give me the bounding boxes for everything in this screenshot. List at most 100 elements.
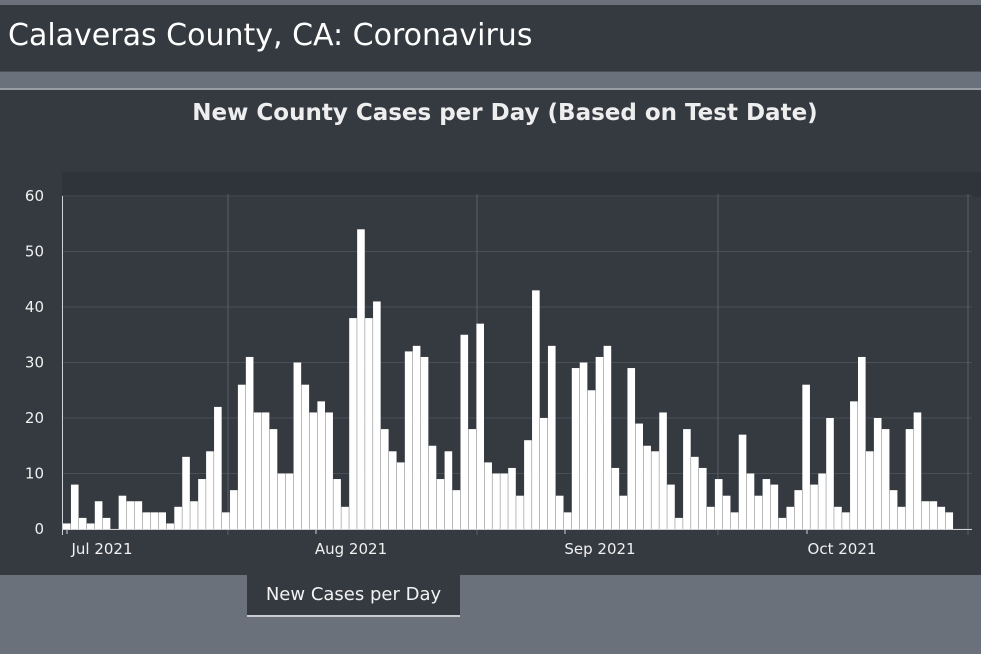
bar[interactable] — [587, 390, 596, 529]
bar[interactable] — [555, 495, 564, 529]
bar[interactable] — [333, 479, 341, 529]
bar[interactable] — [420, 356, 429, 529]
bar[interactable] — [547, 345, 556, 529]
bar[interactable] — [404, 351, 413, 529]
bar[interactable] — [86, 523, 95, 529]
bar[interactable] — [63, 523, 71, 529]
bar[interactable] — [452, 490, 461, 529]
bar[interactable] — [651, 451, 659, 529]
bar[interactable] — [484, 462, 492, 529]
bar[interactable] — [929, 501, 938, 529]
bar[interactable] — [611, 467, 620, 529]
bar[interactable] — [150, 512, 159, 529]
bar[interactable] — [229, 490, 238, 529]
bar[interactable] — [277, 473, 286, 530]
bar[interactable] — [428, 445, 437, 529]
bar[interactable] — [436, 479, 445, 529]
bar[interactable] — [516, 495, 524, 529]
bar[interactable] — [738, 434, 747, 529]
bar[interactable] — [818, 473, 826, 530]
bar[interactable] — [858, 356, 866, 529]
bar[interactable] — [412, 345, 421, 529]
bar[interactable] — [492, 473, 500, 530]
bar[interactable] — [842, 512, 850, 529]
bar[interactable] — [659, 412, 667, 529]
bar[interactable] — [341, 506, 349, 529]
bar[interactable] — [635, 423, 643, 529]
bar[interactable] — [627, 368, 636, 529]
bar[interactable] — [237, 384, 246, 529]
bar[interactable] — [142, 512, 151, 529]
bar[interactable] — [245, 356, 254, 529]
bar[interactable] — [78, 517, 87, 529]
bar[interactable] — [770, 484, 779, 529]
bar[interactable] — [786, 506, 795, 529]
bar[interactable] — [317, 401, 325, 529]
bar[interactable] — [444, 451, 453, 529]
bar[interactable] — [381, 429, 389, 529]
bar[interactable] — [571, 368, 580, 529]
bar[interactable] — [683, 429, 691, 529]
bar[interactable] — [881, 429, 890, 529]
bar[interactable] — [691, 456, 699, 529]
bar[interactable] — [921, 501, 930, 529]
bar[interactable] — [396, 462, 405, 529]
bar[interactable] — [850, 401, 858, 529]
bar[interactable] — [579, 362, 588, 530]
bar[interactable] — [722, 495, 731, 529]
bar[interactable] — [873, 418, 882, 529]
bar[interactable] — [476, 323, 484, 529]
bar[interactable] — [325, 412, 333, 529]
bar[interactable] — [532, 290, 540, 529]
bar[interactable] — [253, 412, 262, 529]
bar[interactable] — [563, 512, 572, 529]
bar[interactable] — [810, 484, 818, 529]
bar[interactable] — [508, 467, 516, 529]
bar[interactable] — [301, 384, 310, 529]
bar[interactable] — [285, 473, 294, 530]
bar[interactable] — [309, 412, 318, 529]
bar[interactable] — [826, 418, 834, 529]
bar[interactable] — [158, 512, 166, 529]
bar[interactable] — [365, 318, 373, 529]
bar[interactable] — [762, 479, 771, 529]
bar[interactable] — [897, 506, 906, 529]
bar[interactable] — [70, 484, 79, 529]
bar[interactable] — [603, 345, 612, 529]
tab-new-cases-per-day[interactable]: New Cases per Day — [247, 573, 460, 617]
bar[interactable] — [834, 506, 842, 529]
bar[interactable] — [102, 517, 111, 529]
bar[interactable] — [198, 479, 206, 529]
bar[interactable] — [802, 384, 810, 529]
bar[interactable] — [794, 490, 802, 529]
bar[interactable] — [468, 429, 477, 529]
bar[interactable] — [865, 451, 874, 529]
bar[interactable] — [730, 512, 739, 529]
bar[interactable] — [889, 490, 898, 529]
bar[interactable] — [460, 334, 469, 529]
bar[interactable] — [269, 429, 278, 529]
bar[interactable] — [595, 356, 604, 529]
bar[interactable] — [261, 412, 270, 529]
bar[interactable] — [357, 229, 365, 530]
bar[interactable] — [706, 506, 715, 529]
bar[interactable] — [118, 495, 127, 529]
bar[interactable] — [166, 523, 174, 529]
bar[interactable] — [388, 451, 397, 529]
bar[interactable] — [754, 495, 763, 529]
bar[interactable] — [540, 418, 548, 529]
bar[interactable] — [349, 318, 357, 529]
bar[interactable] — [699, 467, 707, 529]
bar[interactable] — [182, 456, 190, 529]
bar[interactable] — [675, 517, 683, 529]
bar[interactable] — [222, 512, 230, 529]
bar[interactable] — [214, 406, 222, 529]
bar[interactable] — [373, 301, 381, 529]
bar[interactable] — [643, 445, 651, 529]
bar[interactable] — [714, 479, 723, 529]
bar[interactable] — [174, 506, 182, 529]
bar[interactable] — [945, 512, 954, 529]
bar[interactable] — [206, 451, 214, 529]
bar-chart[interactable]: 0 10 20 30 40 50 60 Jul 2021 Aug 2021 Sep 2021 Oct… — [0, 90, 981, 575]
bar[interactable] — [524, 440, 532, 529]
